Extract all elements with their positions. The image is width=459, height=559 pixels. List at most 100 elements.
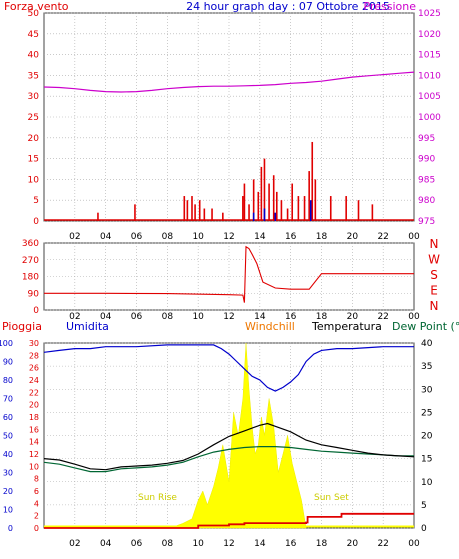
- wind-y-tick-label: 10: [28, 175, 40, 185]
- temp-humidity-x-tick-label: 06: [131, 539, 143, 549]
- temp-y-tick-label: 5: [421, 501, 427, 511]
- humidity-label: Umidita: [66, 320, 109, 333]
- temp-y-tick-label: 15: [421, 455, 432, 465]
- rain-y-tick-label: 12: [29, 450, 39, 459]
- humidity-y-tick-label: 30: [3, 469, 13, 478]
- wind-gust-bar: [257, 191, 260, 221]
- direction-line: [44, 245, 414, 303]
- humidity-y-tick-label: 90: [3, 358, 13, 367]
- rain-y-tick-label: 26: [29, 364, 39, 373]
- direction-x-tick-label: 22: [377, 312, 388, 322]
- wind-y-tick-label: 40: [28, 51, 40, 61]
- wind-y-tick-label: 15: [28, 155, 39, 165]
- wind-avg-bar: [309, 200, 312, 221]
- temp-humidity-x-tick-label: 10: [192, 539, 204, 549]
- wind-gust-bar: [345, 196, 347, 221]
- direction-y-tick-label: 270: [22, 256, 39, 266]
- wind-avg-bar: [263, 208, 266, 221]
- wind-gust-bar: [329, 196, 332, 221]
- wind-pressure-panel: 0510152025303540455097598098599099510001…: [28, 9, 442, 242]
- pressure-axis-label: Pressione: [364, 0, 417, 13]
- dew-point-label: Dew Point (°C: [392, 320, 459, 333]
- windchill-label: Windchill: [245, 320, 295, 333]
- humidity-y-tick-label: 20: [3, 487, 13, 496]
- pressure-y-tick-label: 985: [418, 175, 435, 185]
- rain-y-tick-label: 4: [34, 499, 39, 508]
- wind-gust-bar: [183, 196, 186, 221]
- temp-humidity-panel: 0102030405060708090100024681012141618202…: [0, 339, 433, 549]
- wind-gust-bar: [303, 196, 306, 221]
- direction-x-tick-label: 08: [162, 312, 174, 322]
- pressure-y-tick-label: 1005: [418, 92, 441, 102]
- wind-gust-bar: [311, 141, 314, 221]
- chart-title: 24 hour graph day : 07 Ottobre 2015: [186, 0, 390, 13]
- humidity-y-tick-label: 80: [3, 376, 13, 385]
- humidity-y-tick-label: 100: [0, 339, 13, 348]
- direction-x-tick-label: 04: [100, 312, 112, 322]
- rain-y-tick-label: 30: [29, 339, 39, 348]
- wind-gust-bar: [211, 208, 213, 221]
- rain-y-tick-label: 16: [29, 425, 39, 434]
- temp-y-tick-label: 0: [421, 524, 427, 534]
- wind-pressure-x-tick-label: 12: [223, 232, 234, 242]
- humidity-y-tick-label: 50: [3, 432, 13, 441]
- wind-gust-bar: [371, 204, 374, 221]
- dew-point-line: [43, 446, 414, 473]
- wind-pressure-x-tick-label: 20: [347, 232, 359, 242]
- temp-y-tick-label: 30: [421, 385, 433, 395]
- temp-humidity-x-tick-label: 12: [223, 539, 234, 549]
- rain-y-tick-label: 14: [29, 438, 39, 447]
- pressure-y-tick-label: 1015: [418, 51, 441, 61]
- temperature-line: [43, 422, 415, 471]
- wind-gust-bar: [243, 183, 246, 221]
- rain-y-tick-label: 18: [29, 413, 39, 422]
- wind-y-tick-label: 50: [28, 9, 40, 19]
- direction-x-tick-label: 12: [223, 312, 234, 322]
- direction-x-tick-label: 00: [408, 312, 420, 322]
- temp-y-tick-label: 25: [421, 408, 432, 418]
- wind-gust-bar: [272, 175, 275, 221]
- pressure-y-tick-label: 990: [418, 155, 435, 165]
- pressure-y-tick-label: 1020: [418, 30, 441, 40]
- rain-y-tick-label: 28: [29, 351, 39, 360]
- wind-pressure-x-tick-label: 04: [100, 232, 112, 242]
- direction-x-tick-label: 14: [254, 312, 266, 322]
- wind-gust-bar: [308, 171, 310, 221]
- wind-gust-bar: [275, 191, 278, 221]
- wind-y-tick-label: 5: [33, 196, 39, 206]
- rain-line: [44, 512, 414, 529]
- direction-y-tick-label: 360: [22, 239, 39, 249]
- wind-gust-bar: [252, 179, 255, 221]
- wind-gust-bar: [280, 200, 283, 221]
- humidity-y-tick-label: 40: [3, 450, 13, 459]
- humidity-y-tick-label: 0: [8, 524, 13, 533]
- direction-y-tick-label: 0: [33, 306, 39, 316]
- direction-y-tick-label: 180: [22, 273, 39, 283]
- wind-pressure-plot-frame: [43, 12, 415, 222]
- direction-x-tick-label: 02: [69, 312, 80, 322]
- humidity-y-tick-label: 10: [3, 506, 13, 515]
- wind-pressure-x-tick-label: 02: [69, 232, 80, 242]
- temp-humidity-x-tick-label: 20: [347, 539, 359, 549]
- wind-pressure-x-tick-label: 22: [377, 232, 388, 242]
- wind-avg-bar: [274, 212, 277, 221]
- direction-x-tick-label: 16: [285, 312, 297, 322]
- pressure-y-tick-label: 1010: [418, 71, 441, 81]
- temperature-label: Temperatura: [311, 320, 382, 333]
- direction-y-tick-label: 90: [28, 289, 40, 299]
- wind-pressure-x-tick-label: 00: [408, 232, 420, 242]
- wind-gust-bar: [248, 204, 250, 221]
- wind-gust-bar: [194, 204, 196, 221]
- temp-y-tick-label: 20: [421, 432, 433, 442]
- wind-gust-bar: [242, 196, 244, 221]
- direction-compass-letter: E: [430, 284, 438, 298]
- wind-gust-bar: [268, 183, 270, 221]
- temp-humidity-x-tick-label: 18: [316, 539, 328, 549]
- wind-gust-bar: [260, 166, 263, 221]
- sun-rise-label: Sun Rise: [138, 493, 177, 503]
- rain-y-tick-label: 22: [29, 388, 39, 397]
- humidity-y-tick-label: 60: [3, 413, 13, 422]
- rain-y-tick-label: 24: [29, 376, 39, 385]
